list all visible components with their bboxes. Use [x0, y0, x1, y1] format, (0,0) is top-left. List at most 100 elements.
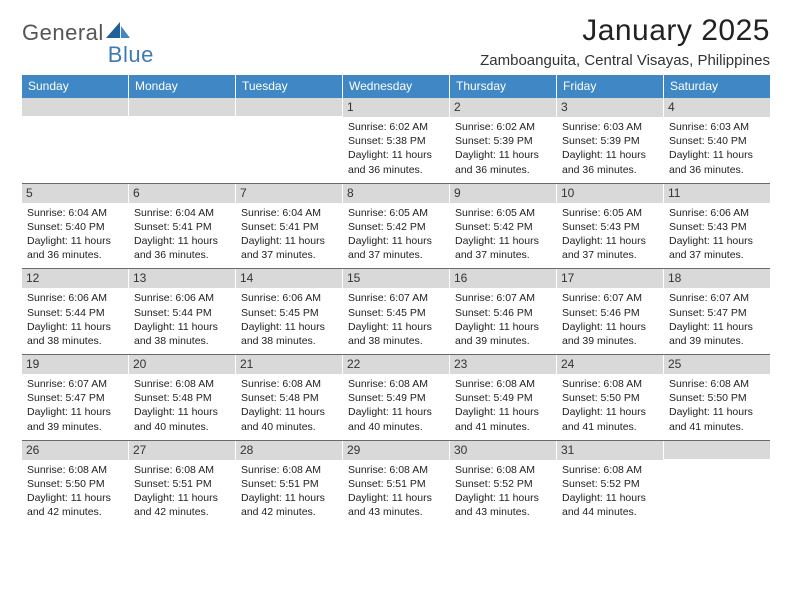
day-detail-text: Sunrise: 6:04 AMSunset: 5:40 PMDaylight:… — [27, 206, 123, 263]
day-number-empty — [22, 98, 128, 116]
day-number: 4 — [664, 98, 770, 117]
day-number: 25 — [664, 355, 770, 374]
day-cell: 12Sunrise: 6:06 AMSunset: 5:44 PMDayligh… — [22, 269, 129, 354]
day-detail-line: Daylight: 11 hours and 37 minutes. — [455, 234, 551, 262]
day-detail-line: Sunset: 5:41 PM — [241, 220, 337, 234]
day-detail-line: Daylight: 11 hours and 36 minutes. — [455, 148, 551, 176]
dow-friday: Friday — [557, 75, 664, 98]
header-row: General Blue January 2025 Zamboanguita, … — [22, 14, 770, 69]
day-cell: 2Sunrise: 6:02 AMSunset: 5:39 PMDaylight… — [450, 98, 557, 183]
day-cell: 1Sunrise: 6:02 AMSunset: 5:38 PMDaylight… — [343, 98, 450, 183]
day-cell: 24Sunrise: 6:08 AMSunset: 5:50 PMDayligh… — [557, 355, 664, 440]
day-detail-line: Sunset: 5:43 PM — [562, 220, 658, 234]
day-detail-line: Daylight: 11 hours and 38 minutes. — [27, 320, 123, 348]
day-detail-line: Sunset: 5:50 PM — [27, 477, 123, 491]
day-detail-line: Sunrise: 6:03 AM — [562, 120, 658, 134]
day-detail-line: Sunrise: 6:08 AM — [134, 377, 230, 391]
day-detail-text: Sunrise: 6:08 AMSunset: 5:51 PMDaylight:… — [134, 463, 230, 520]
day-detail-line: Sunrise: 6:08 AM — [134, 463, 230, 477]
location-subtitle: Zamboanguita, Central Visayas, Philippin… — [480, 52, 770, 69]
day-cell: 21 Sunrise: 6:08 AMSunset: 5:48 PMDayligh… — [236, 355, 343, 440]
day-detail-line: Sunrise: 6:08 AM — [455, 377, 551, 391]
day-cell: 23Sunrise: 6:08 AMSunset: 5:49 PMDayligh… — [450, 355, 557, 440]
day-detail-line: Daylight: 11 hours and 37 minutes. — [241, 234, 337, 262]
day-detail-line: Daylight: 11 hours and 40 minutes. — [348, 405, 444, 433]
day-detail-text: Sunrise: 6:06 AMSunset: 5:43 PMDaylight:… — [669, 206, 765, 263]
day-detail-line: Sunrise: 6:08 AM — [348, 377, 444, 391]
day-number: 16 — [450, 269, 556, 288]
day-detail-line: Daylight: 11 hours and 40 minutes. — [241, 405, 337, 433]
day-detail-text: Sunrise: 6:07 AMSunset: 5:45 PMDaylight:… — [348, 291, 444, 348]
day-number: 3 — [557, 98, 663, 117]
day-cell: 9Sunrise: 6:05 AMSunset: 5:42 PMDaylight… — [450, 184, 557, 269]
week-row: 5Sunrise: 6:04 AMSunset: 5:40 PMDaylight… — [22, 184, 770, 269]
day-detail-text: Sunrise: 6:08 AMSunset: 5:52 PMDaylight:… — [455, 463, 551, 520]
day-number: 31 — [557, 441, 663, 460]
day-cell: 4 Sunrise: 6:03 AMSunset: 5:40 PMDaylight… — [664, 98, 770, 183]
day-detail-line: Daylight: 11 hours and 36 minutes. — [134, 234, 230, 262]
day-detail-line: Sunset: 5:42 PM — [455, 220, 551, 234]
day-detail-line: Sunrise: 6:06 AM — [669, 206, 765, 220]
day-detail-line: Daylight: 11 hours and 41 minutes. — [455, 405, 551, 433]
weeks-container: 1Sunrise: 6:02 AMSunset: 5:38 PMDaylight… — [22, 98, 770, 525]
day-detail-line: Sunrise: 6:08 AM — [562, 377, 658, 391]
day-number: 27 — [129, 441, 235, 460]
day-number: 14 — [236, 269, 342, 288]
day-detail-line: Daylight: 11 hours and 43 minutes. — [455, 491, 551, 519]
day-detail-line: Sunrise: 6:08 AM — [455, 463, 551, 477]
day-detail-text: Sunrise: 6:06 AMSunset: 5:45 PMDaylight:… — [241, 291, 337, 348]
week-row: 12Sunrise: 6:06 AMSunset: 5:44 PMDayligh… — [22, 269, 770, 354]
day-detail-line: Sunset: 5:48 PM — [241, 391, 337, 405]
day-cell: 14 Sunrise: 6:06 AMSunset: 5:45 PMDayligh… — [236, 269, 343, 354]
day-detail-line: Sunrise: 6:05 AM — [455, 206, 551, 220]
day-number: 15 — [343, 269, 449, 288]
day-detail-line: Daylight: 11 hours and 41 minutes. — [669, 405, 765, 433]
day-cell-empty — [664, 441, 770, 526]
day-detail-text: Sunrise: 6:03 AMSunset: 5:39 PMDaylight:… — [562, 120, 658, 177]
day-detail-line: Sunrise: 6:08 AM — [241, 463, 337, 477]
day-detail-line: Sunset: 5:50 PM — [669, 391, 765, 405]
day-detail-line: Sunset: 5:50 PM — [562, 391, 658, 405]
day-detail-line: Sunrise: 6:08 AM — [348, 463, 444, 477]
day-detail-line: Daylight: 11 hours and 37 minutes. — [348, 234, 444, 262]
day-number: 30 — [450, 441, 556, 460]
day-detail-line: Sunset: 5:47 PM — [669, 306, 765, 320]
day-cell: 7Sunrise: 6:04 AMSunset: 5:41 PMDaylight… — [236, 184, 343, 269]
day-detail-line: Daylight: 11 hours and 39 minutes. — [27, 405, 123, 433]
day-detail-text: Sunrise: 6:07 AMSunset: 5:46 PMDaylight:… — [562, 291, 658, 348]
day-detail-line: Daylight: 11 hours and 39 minutes. — [669, 320, 765, 348]
day-cell: 30 Sunrise: 6:08 AMSunset: 5:52 PMDayligh… — [450, 441, 557, 526]
calendar-grid: Sunday Monday Tuesday Wednesday Thursday… — [22, 75, 770, 525]
day-detail-line: Daylight: 11 hours and 38 minutes. — [348, 320, 444, 348]
day-detail-line: Sunrise: 6:07 AM — [562, 291, 658, 305]
day-detail-line: Daylight: 11 hours and 36 minutes. — [562, 148, 658, 176]
day-detail-text: Sunrise: 6:08 AMSunset: 5:50 PMDaylight:… — [27, 463, 123, 520]
day-number: 21 — [236, 355, 342, 374]
day-detail-line: Daylight: 11 hours and 36 minutes. — [348, 148, 444, 176]
day-detail-line: Sunset: 5:48 PM — [134, 391, 230, 405]
day-detail-line: Sunset: 5:52 PM — [455, 477, 551, 491]
day-detail-text: Sunrise: 6:05 AMSunset: 5:43 PMDaylight:… — [562, 206, 658, 263]
day-detail-line: Sunrise: 6:06 AM — [241, 291, 337, 305]
day-number-empty — [129, 98, 235, 116]
day-detail-line: Sunrise: 6:05 AM — [562, 206, 658, 220]
day-detail-line: Sunrise: 6:07 AM — [669, 291, 765, 305]
day-detail-line: Daylight: 11 hours and 42 minutes. — [134, 491, 230, 519]
day-detail-text: Sunrise: 6:03 AMSunset: 5:40 PMDaylight:… — [669, 120, 765, 177]
day-detail-line: Daylight: 11 hours and 36 minutes. — [669, 148, 765, 176]
day-detail-line: Sunrise: 6:08 AM — [27, 463, 123, 477]
day-detail-line: Sunset: 5:51 PM — [348, 477, 444, 491]
day-number: 11 — [664, 184, 770, 203]
day-detail-text: Sunrise: 6:07 AMSunset: 5:47 PMDaylight:… — [27, 377, 123, 434]
day-cell: 27 Sunrise: 6:08 AMSunset: 5:51 PMDayligh… — [129, 441, 236, 526]
day-number: 28 — [236, 441, 342, 460]
day-detail-line: Sunrise: 6:04 AM — [241, 206, 337, 220]
day-detail-line: Sunset: 5:47 PM — [27, 391, 123, 405]
day-detail-text: Sunrise: 6:08 AMSunset: 5:48 PMDaylight:… — [241, 377, 337, 434]
day-detail-text: Sunrise: 6:05 AMSunset: 5:42 PMDaylight:… — [455, 206, 551, 263]
page-title: January 2025 — [480, 14, 770, 48]
day-detail-line: Daylight: 11 hours and 43 minutes. — [348, 491, 444, 519]
day-number: 19 — [22, 355, 128, 374]
day-detail-text: Sunrise: 6:08 AMSunset: 5:49 PMDaylight:… — [348, 377, 444, 434]
day-cell: 6Sunrise: 6:04 AMSunset: 5:41 PMDaylight… — [129, 184, 236, 269]
